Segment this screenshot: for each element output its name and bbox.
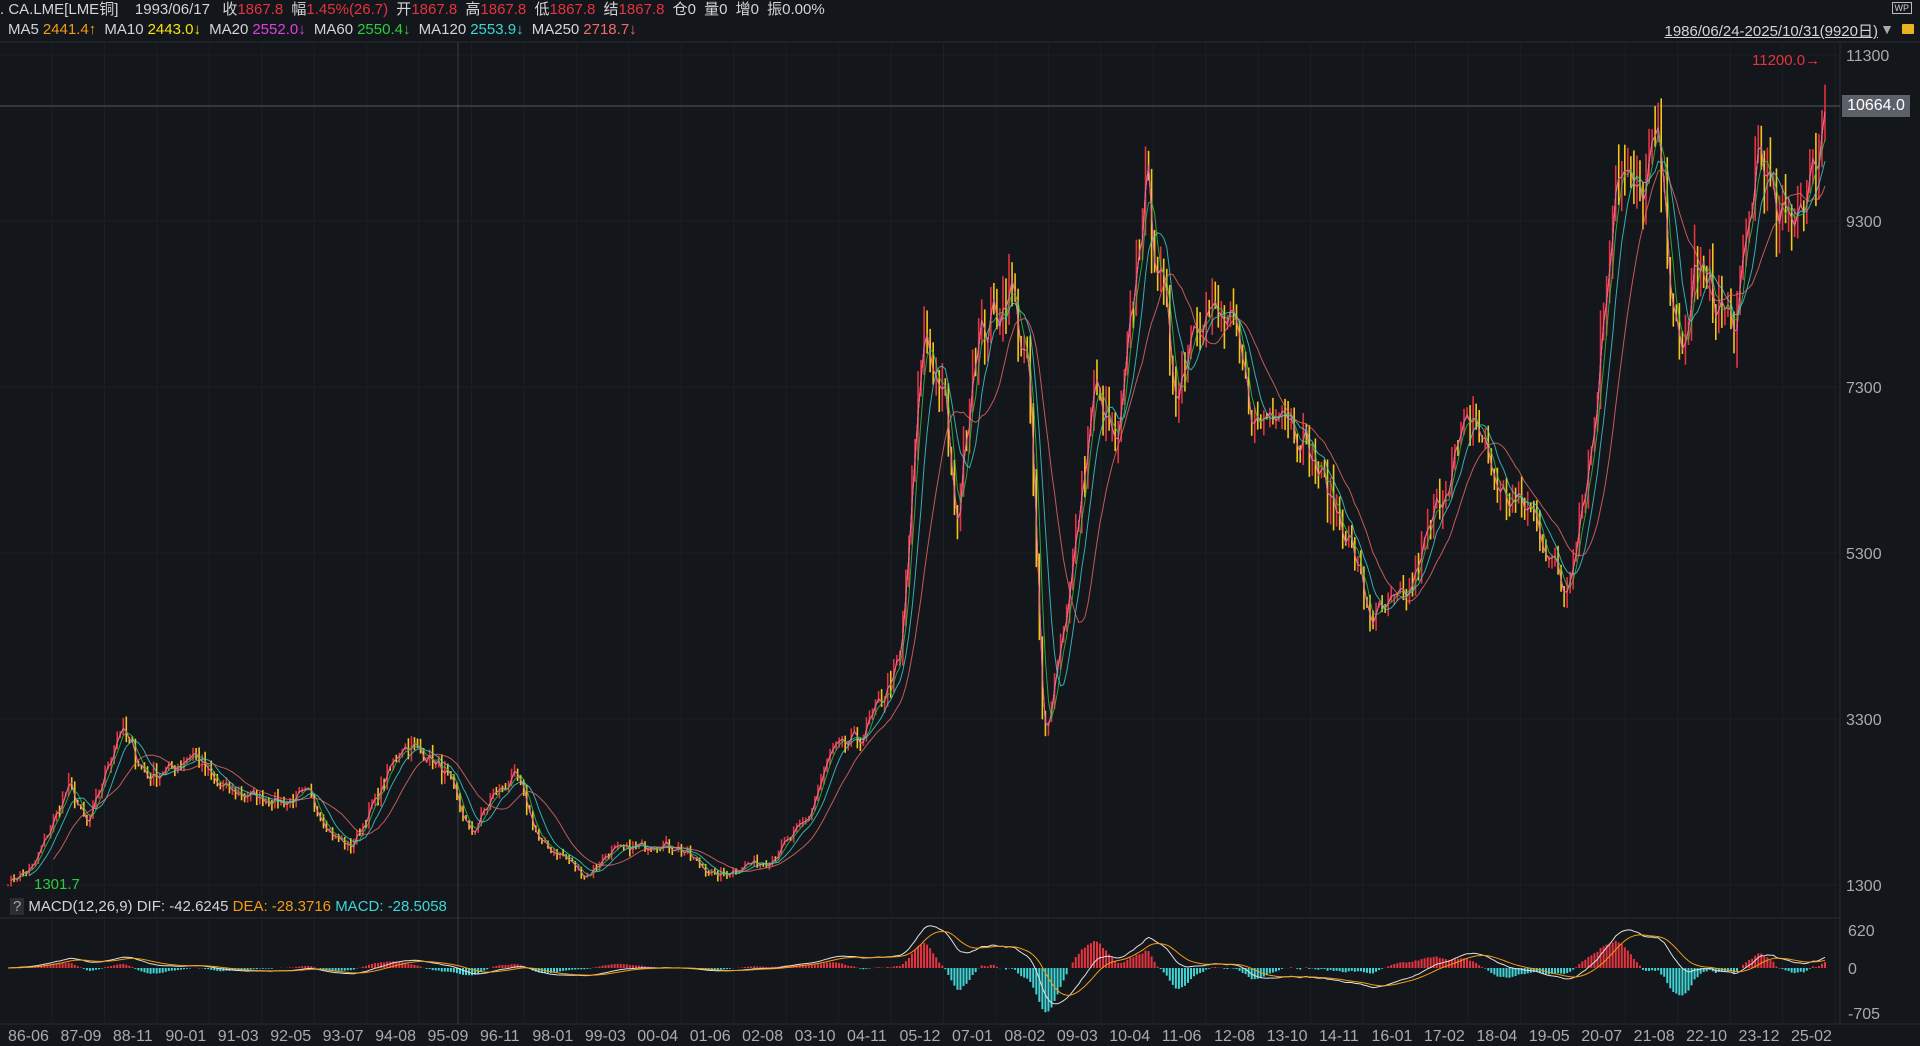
dif-line xyxy=(7,925,1826,1005)
y-tick-label: 7300 xyxy=(1846,380,1882,397)
wp-icon[interactable]: WP xyxy=(1891,2,1912,14)
x-tick-label: 12-08 xyxy=(1214,1028,1255,1045)
x-tick-label: 98-01 xyxy=(532,1028,573,1045)
change-value: 1.45%(26.7) xyxy=(306,1,389,18)
macd-tick-label: 0 xyxy=(1848,961,1857,978)
x-tick-label: 99-03 xyxy=(585,1028,626,1045)
low-value: 1867.8 xyxy=(549,1,596,18)
ma20-value: 2552.0↓ xyxy=(252,21,306,38)
low-marker-label: 1301.7 xyxy=(34,876,80,893)
ma250-value: 2718.7↓ xyxy=(583,21,637,38)
x-tick-label: 03-10 xyxy=(795,1028,836,1045)
x-tick-label: 16-01 xyxy=(1371,1028,1412,1045)
settle-label: 结 xyxy=(603,1,619,18)
open-interest: 仓0 xyxy=(672,1,696,18)
x-tick-label: 86-06 xyxy=(8,1028,49,1045)
symbol[interactable]: . CA.LME[LME铜] xyxy=(0,1,119,18)
ma-line-ma120 xyxy=(28,160,1826,877)
open-value: 1867.8 xyxy=(411,1,458,18)
x-tick-label: 02-08 xyxy=(742,1028,783,1045)
x-tick-label: 01-06 xyxy=(690,1028,731,1045)
x-tick-label: 09-03 xyxy=(1057,1028,1098,1045)
y-tick-label: 9300 xyxy=(1846,214,1882,231)
high-value: 1867.8 xyxy=(480,1,527,18)
ma-line-ma10 xyxy=(10,111,1826,881)
increase: 增0 xyxy=(735,1,759,18)
x-tick-label: 18-04 xyxy=(1476,1028,1517,1045)
lock-icon[interactable] xyxy=(1902,24,1914,34)
x-tick-label: 93-07 xyxy=(323,1028,364,1045)
ma20-label: MA20 xyxy=(209,21,249,38)
x-tick-label: 25-02 xyxy=(1791,1028,1832,1045)
ma-line-ma5 xyxy=(10,111,1826,881)
high-label: 高 xyxy=(465,1,481,18)
ma5-value: 2441.4↑ xyxy=(42,21,97,38)
ma10-value: 2443.0↓ xyxy=(147,21,201,38)
x-tick-label: 07-01 xyxy=(952,1028,993,1045)
low-label: 低 xyxy=(534,1,550,18)
x-tick-label: 08-02 xyxy=(1004,1028,1045,1045)
settle-value: 1867.8 xyxy=(618,1,665,18)
dea-line xyxy=(7,930,1826,996)
x-tick-label: 10-04 xyxy=(1109,1028,1150,1045)
x-tick-label: 20-07 xyxy=(1581,1028,1622,1045)
x-tick-label: 11-06 xyxy=(1162,1028,1202,1045)
y-tick-label: 1300 xyxy=(1846,878,1882,895)
x-tick-label: 23-12 xyxy=(1739,1028,1780,1045)
x-tick-label: 96-11 xyxy=(480,1028,520,1045)
x-tick-label: 17-02 xyxy=(1424,1028,1465,1045)
close-label: 收 xyxy=(222,1,238,18)
x-tick-label: 19-05 xyxy=(1529,1028,1570,1045)
x-tick-label: 14-11 xyxy=(1319,1028,1359,1045)
macd-dea: DEA: -28.3716 xyxy=(232,898,332,915)
help-button[interactable]: ? xyxy=(10,898,25,915)
volume: 量0 xyxy=(704,1,728,18)
macd-name: MACD(12,26,9) xyxy=(28,898,133,915)
close-value: 1867.8 xyxy=(237,1,284,18)
x-tick-label: 90-01 xyxy=(165,1028,206,1045)
high-marker-label: 11200.0→ xyxy=(1752,52,1821,69)
x-tick-label: 05-12 xyxy=(900,1028,941,1045)
macd-dif: DIF: -42.6245 xyxy=(136,898,229,915)
y-tick-label: 11300 xyxy=(1846,48,1889,65)
x-tick-label: 21-08 xyxy=(1634,1028,1675,1045)
ma120-value: 2553.9↓ xyxy=(470,21,524,38)
change-label: 幅 xyxy=(291,1,307,18)
ma250-label: MA250 xyxy=(531,21,580,38)
ma120-label: MA120 xyxy=(418,21,467,38)
current-price-tag: 10664.0 xyxy=(1842,95,1910,117)
date-range-selector[interactable]: 1986/06/24-2025/10/31(9920日) xyxy=(1664,23,1878,40)
x-tick-label: 91-03 xyxy=(218,1028,259,1045)
macd-tick-label: 620 xyxy=(1848,923,1875,940)
dropdown-triangle-icon[interactable]: ▼ xyxy=(1880,21,1894,37)
open-label: 开 xyxy=(396,1,412,18)
ma10-label: MA10 xyxy=(104,21,144,38)
ma60-value: 2550.4↓ xyxy=(357,21,411,38)
y-tick-label: 5300 xyxy=(1846,546,1882,563)
ma5-label: MA5 xyxy=(8,21,39,38)
quote-header: . CA.LME[LME铜] 1993/06/17 收1867.8 幅1.45%… xyxy=(0,0,829,20)
high-marker-value: 11200.0 xyxy=(1752,52,1806,69)
x-tick-label: 92-05 xyxy=(270,1028,311,1045)
x-tick-label: 00-04 xyxy=(637,1028,678,1045)
y-tick-label: 3300 xyxy=(1846,712,1882,729)
x-tick-label: 87-09 xyxy=(60,1028,101,1045)
date: 1993/06/17 xyxy=(134,1,210,18)
ma-legend: MA5 2441.4↑ MA10 2443.0↓ MA20 2552.0↓ MA60 2… xyxy=(8,20,641,40)
x-tick-label: 04-11 xyxy=(847,1028,887,1045)
amplitude: 振0.00% xyxy=(767,1,825,18)
macd-value: MACD: -28.5058 xyxy=(335,898,447,915)
x-tick-label: 22-10 xyxy=(1686,1028,1727,1045)
ma60-label: MA60 xyxy=(313,21,354,38)
x-tick-label: 88-11 xyxy=(113,1028,153,1045)
macd-legend: ? MACD(12,26,9) DIF: -42.6245 DEA: -28.37… xyxy=(10,898,447,915)
ma-line-ma20 xyxy=(10,111,1826,881)
x-tick-label: 13-10 xyxy=(1267,1028,1308,1045)
x-tick-label: 94-08 xyxy=(375,1028,416,1045)
x-tick-label: 95-09 xyxy=(428,1028,469,1045)
macd-tick-label: -705 xyxy=(1848,1006,1880,1023)
ma-line-ma250 xyxy=(53,169,1826,872)
